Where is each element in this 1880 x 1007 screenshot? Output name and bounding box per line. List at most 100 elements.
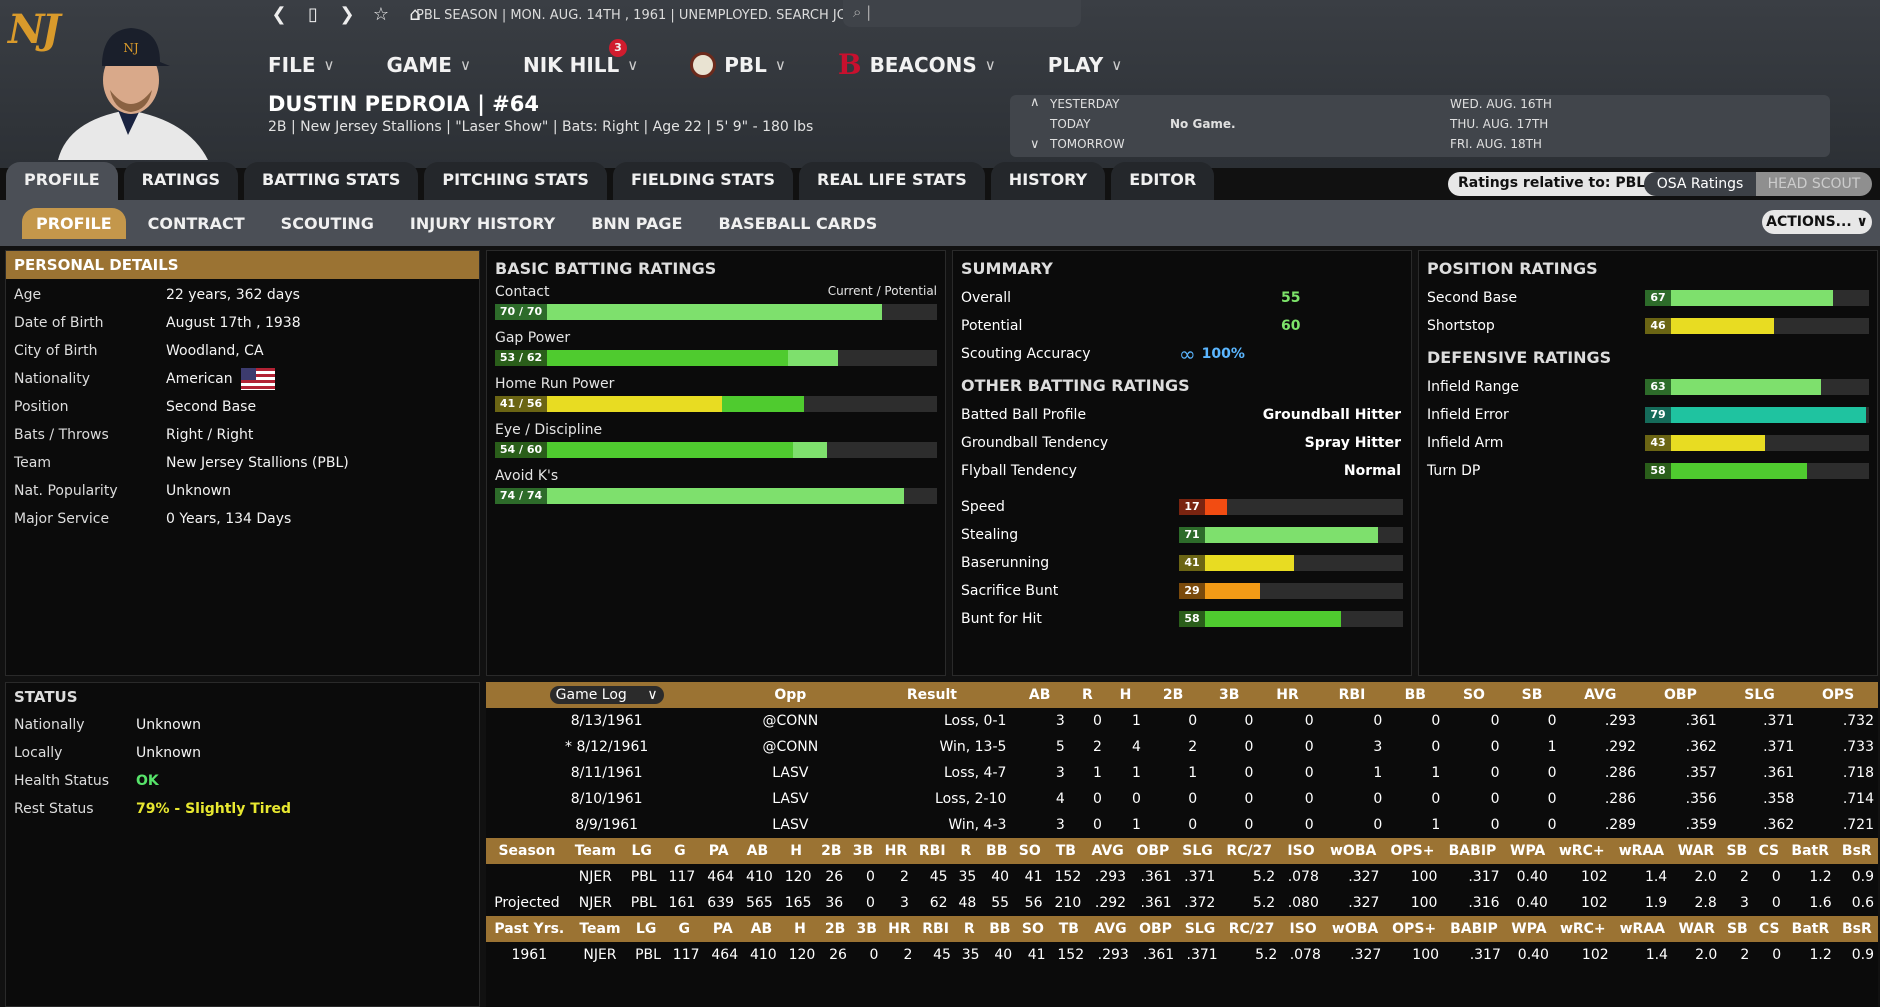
- column-header[interactable]: G: [660, 838, 700, 864]
- column-header[interactable]: BsR: [1835, 838, 1878, 864]
- subtab-bnn-page[interactable]: BNN PAGE: [591, 214, 683, 233]
- column-header[interactable]: H: [780, 916, 820, 942]
- column-header[interactable]: SB: [1721, 916, 1754, 942]
- home-icon[interactable]: ⌂: [409, 4, 421, 25]
- column-header[interactable]: 3B: [850, 916, 883, 942]
- tab-batting-stats[interactable]: BATTING STATS: [244, 162, 419, 200]
- column-header[interactable]: Team: [567, 838, 623, 864]
- column-header[interactable]: OBP: [1130, 838, 1176, 864]
- column-header[interactable]: OPS+: [1383, 838, 1442, 864]
- table-row[interactable]: 8/13/1961 @CONN Loss, 0-1 3 0 1 0 0 0 0 0 0 0 .293 .36…: [486, 708, 1878, 734]
- column-header[interactable]: ISO: [1279, 838, 1323, 864]
- column-header[interactable]: SB: [1503, 682, 1561, 708]
- column-header[interactable]: AB: [742, 916, 781, 942]
- column-header[interactable]: BB: [1386, 682, 1445, 708]
- page-icon[interactable]: ▯: [308, 4, 318, 25]
- column-header[interactable]: 3B: [1201, 682, 1258, 708]
- column-header[interactable]: BABIP: [1441, 838, 1504, 864]
- column-header[interactable]: BB: [980, 838, 1014, 864]
- column-header[interactable]: SO: [1444, 682, 1504, 708]
- table-row[interactable]: * 8/12/1961 @CONN Win, 13-5 5 2 4 2 0 0 3 0 0 1 .292.…: [486, 734, 1878, 760]
- column-header[interactable]: BB: [983, 916, 1017, 942]
- column-header[interactable]: CS: [1752, 838, 1785, 864]
- column-header[interactable]: 2B: [819, 916, 851, 942]
- column-header[interactable]: AB: [738, 838, 777, 864]
- column-header[interactable]: WAR: [1671, 916, 1722, 942]
- column-header[interactable]: H: [1105, 682, 1145, 708]
- column-header[interactable]: HR: [882, 916, 917, 942]
- subtab-injury-history[interactable]: INJURY HISTORY: [409, 214, 556, 233]
- menu-game[interactable]: GAME ∨: [387, 53, 471, 77]
- table-row[interactable]: 1961 NJER PBL 117 464 410 120 26 0 2 45 35 40 41 152 .2…: [486, 942, 1878, 968]
- column-header[interactable]: BABIP: [1443, 916, 1505, 942]
- search-input[interactable]: ⌕ |: [843, 0, 1081, 27]
- column-header[interactable]: AVG: [1560, 682, 1641, 708]
- back-icon[interactable]: ❮: [271, 4, 287, 25]
- table-row[interactable]: 8/9/1961 LASV Win, 4-3 3 0 1 0 0 0 0 1 0 0 .289 .359 .3…: [486, 812, 1878, 838]
- subtab-baseball-cards[interactable]: BASEBALL CARDS: [718, 214, 878, 233]
- column-header[interactable]: Opp: [727, 682, 854, 708]
- tab-history[interactable]: HISTORY: [990, 162, 1106, 200]
- actions-button[interactable]: ACTIONS... ∨: [1762, 210, 1872, 234]
- column-header[interactable]: wRC+: [1552, 916, 1613, 942]
- table-row[interactable]: NJER PBL 117 464 410 120 26 0 2 45 35 40 41 152 .293 .3…: [486, 864, 1878, 890]
- column-header[interactable]: RC/27: [1219, 838, 1280, 864]
- tab-fielding-stats[interactable]: FIELDING STATS: [612, 162, 794, 200]
- column-header[interactable]: HR: [1257, 682, 1318, 708]
- column-header[interactable]: 3B: [847, 838, 879, 864]
- schedule-today[interactable]: TODAY: [1050, 117, 1091, 131]
- table-row[interactable]: 8/10/1961 LASV Loss, 2-10 4 0 0 0 0 0 0 0 0 0 .286 .35…: [486, 786, 1878, 812]
- column-header[interactable]: wRC+: [1551, 838, 1612, 864]
- column-header[interactable]: TB: [1046, 838, 1086, 864]
- column-header[interactable]: SB: [1720, 838, 1753, 864]
- tab-editor[interactable]: EDITOR: [1111, 162, 1215, 200]
- column-header[interactable]: TB: [1049, 916, 1089, 942]
- column-header[interactable]: HR: [878, 838, 913, 864]
- subtab-scouting[interactable]: SCOUTING: [280, 214, 374, 233]
- column-header[interactable]: RC/27: [1221, 916, 1282, 942]
- column-header[interactable]: BatR: [1785, 916, 1836, 942]
- menu-play[interactable]: PLAY ∨: [1048, 53, 1122, 77]
- column-header[interactable]: wRAA: [1611, 838, 1672, 864]
- column-header[interactable]: WPA: [1504, 916, 1553, 942]
- column-header[interactable]: RBI: [1317, 682, 1387, 708]
- schedule-tomorrow[interactable]: TOMORROW: [1050, 137, 1125, 151]
- column-header[interactable]: WPA: [1503, 838, 1552, 864]
- column-header[interactable]: OPS: [1798, 682, 1878, 708]
- column-header[interactable]: SLG: [1175, 838, 1220, 864]
- subtab-contract[interactable]: CONTRACT: [147, 214, 245, 233]
- column-header[interactable]: wOBA: [1322, 838, 1384, 864]
- down-arrow-icon[interactable]: ∨: [1030, 137, 1040, 152]
- schedule-yesterday[interactable]: YESTERDAY: [1050, 97, 1120, 111]
- column-header[interactable]: wRAA: [1612, 916, 1672, 942]
- up-arrow-icon[interactable]: ∧: [1030, 95, 1040, 110]
- column-header[interactable]: PA: [703, 916, 743, 942]
- column-header[interactable]: H: [776, 838, 816, 864]
- column-header[interactable]: OBP: [1132, 916, 1179, 942]
- column-header[interactable]: BsR: [1835, 916, 1878, 942]
- forward-icon[interactable]: ❯: [339, 4, 355, 25]
- tab-ratings[interactable]: RATINGS: [123, 162, 239, 200]
- tab-pitching-stats[interactable]: PITCHING STATS: [424, 162, 607, 200]
- column-header[interactable]: AVG: [1088, 916, 1133, 942]
- column-header[interactable]: AVG: [1085, 838, 1131, 864]
- column-header[interactable]: RBI: [912, 838, 952, 864]
- column-header[interactable]: CS: [1753, 916, 1786, 942]
- tab-real-life-stats[interactable]: REAL LIFE STATS: [799, 162, 985, 200]
- column-header[interactable]: SLG: [1178, 916, 1222, 942]
- column-header[interactable]: Result: [853, 682, 1011, 708]
- column-header[interactable]: WAR: [1671, 838, 1721, 864]
- column-header[interactable]: OBP: [1640, 682, 1721, 708]
- column-header[interactable]: BatR: [1784, 838, 1836, 864]
- column-header[interactable]: ISO: [1281, 916, 1325, 942]
- column-header[interactable]: RBI: [916, 916, 955, 942]
- menu-manager[interactable]: NIK HILL ∨ 3: [523, 38, 638, 77]
- column-header[interactable]: wOBA: [1324, 916, 1386, 942]
- column-header[interactable]: LG: [622, 838, 661, 864]
- column-header[interactable]: OPS+: [1385, 916, 1444, 942]
- menu-file[interactable]: FILE ∨: [268, 53, 335, 77]
- osa-ratings-toggle[interactable]: OSA Ratings: [1644, 172, 1756, 196]
- column-header[interactable]: LG: [627, 916, 665, 942]
- column-header[interactable]: 2B: [815, 838, 848, 864]
- subtab-profile[interactable]: PROFILE: [22, 208, 126, 239]
